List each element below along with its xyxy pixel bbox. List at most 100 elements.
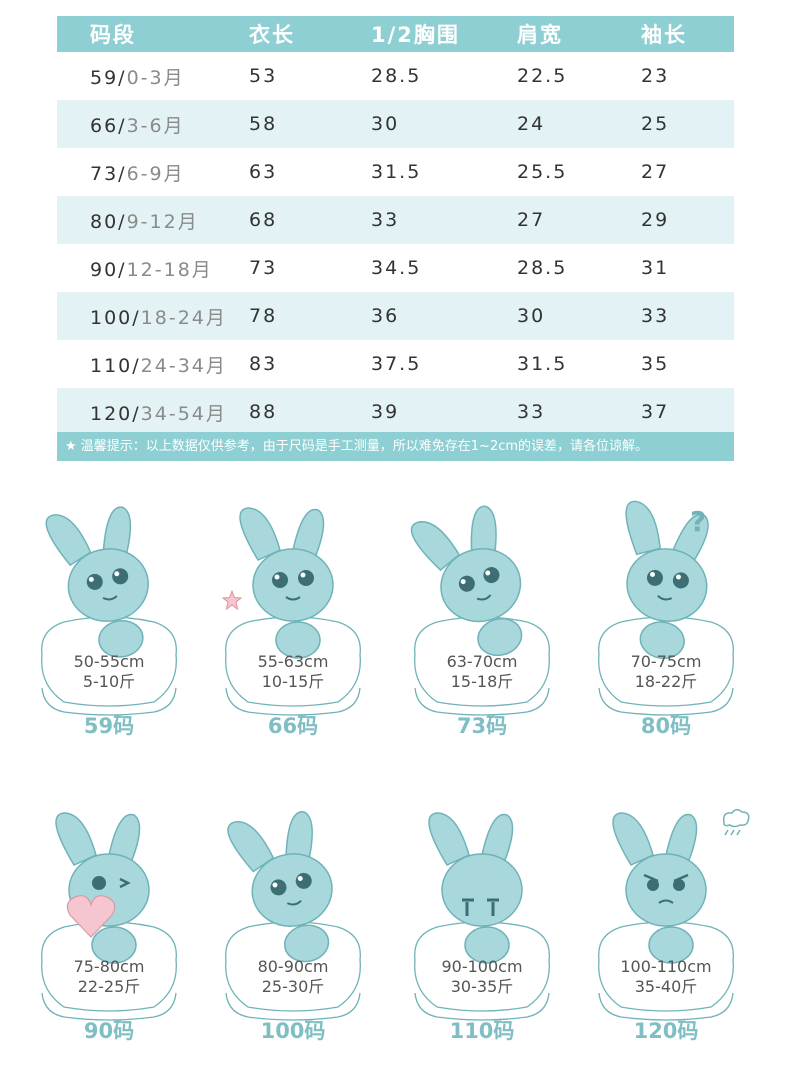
cell-length: 88 [239, 388, 369, 436]
cell-sleeve: 29 [639, 196, 734, 244]
cell-sleeve: 23 [641, 65, 670, 87]
height-range: 50-55cm [73, 652, 145, 671]
weight-range: 18-22斤 [634, 672, 698, 691]
bunny-mascot-icon [612, 812, 707, 964]
bunny-mascot-icon [410, 505, 523, 657]
age-range: 24-34月 [140, 354, 227, 377]
age-range: 18-24月 [140, 306, 227, 329]
cell-sleeve: 33 [639, 292, 734, 340]
age-range: 34-54月 [140, 402, 227, 425]
cell-chest: 36 [369, 292, 509, 340]
cell-length: 58 [239, 100, 369, 148]
cell-length: 63 [249, 161, 278, 183]
star-wand-icon [222, 590, 242, 610]
cell-shoulder: 28.5 [517, 257, 568, 279]
cell-chest: 31.5 [371, 161, 422, 183]
table-row: 110/24-34月 83 37.5 31.5 35 [57, 340, 734, 388]
cell-size: 73/6-9月 [57, 148, 239, 196]
weight-range: 15-18斤 [450, 672, 514, 691]
cell-chest: 34.5 [371, 257, 422, 279]
bunny-mascot-icon [625, 500, 709, 659]
weight-range: 30-35斤 [450, 977, 514, 996]
cell-shoulder: 25.5 [517, 161, 568, 183]
table-row: 73/6-9月 63 31.5 25.5 27 [57, 148, 734, 196]
table-header-row: 码段 衣长 1/2胸围 肩宽 袖长 [57, 16, 734, 52]
table-row: 80/9-12月 68 33 27 29 [57, 196, 734, 244]
size-card: 90-100cm 30-35斤 110码 [407, 805, 557, 1055]
weight-range: 22-25斤 [77, 977, 141, 996]
size-card: 50-55cm 5-10斤 59码 [34, 500, 184, 750]
height-range: 80-90cm [257, 957, 329, 976]
cell-length: 53 [249, 65, 278, 87]
cell-chest: 39 [369, 388, 509, 436]
size-code: 59码 [83, 714, 135, 738]
size-value: 66/ [90, 114, 127, 137]
cell-length: 83 [249, 353, 278, 375]
cell-length: 73 [249, 257, 278, 279]
size-card: 55-63cm 10-15斤 66码 [218, 500, 368, 750]
size-code: 120码 [633, 1019, 699, 1043]
bunny-mascot-icon [45, 506, 149, 658]
bunny-mascot-icon [227, 811, 333, 963]
size-card: 80-90cm 25-30斤 100码 [218, 805, 368, 1055]
cell-sleeve: 31 [641, 257, 670, 279]
cell-chest: 30 [369, 100, 509, 148]
heart-icon [66, 895, 116, 938]
angry-steam-icon [722, 809, 750, 836]
cushion-icon [225, 616, 361, 716]
cushion-icon [598, 616, 734, 716]
size-value: 90/ [90, 258, 127, 281]
size-value: 59/ [90, 66, 127, 89]
size-code: 100码 [260, 1019, 326, 1043]
cell-chest: 28.5 [371, 65, 422, 87]
cell-size: 90/12-18月 [57, 244, 239, 292]
table-row: 90/12-18月 73 34.5 28.5 31 [57, 244, 734, 292]
cell-shoulder: 33 [509, 388, 639, 436]
size-chart-table: 码段 衣长 1/2胸围 肩宽 袖长 59/0-3月 53 28.5 22.5 23 66/… [57, 16, 734, 436]
table-row: 120/34-54月 88 39 33 37 [57, 388, 734, 436]
cell-size: 59/0-3月 [57, 52, 239, 100]
cell-chest: 33 [369, 196, 509, 244]
header-length: 衣长 [239, 16, 369, 52]
cell-length: 78 [239, 292, 369, 340]
table-row: 100/18-24月 78 36 30 33 [57, 292, 734, 340]
size-value: 80/ [90, 210, 127, 233]
size-code: 80码 [640, 714, 692, 738]
cell-sleeve: 37 [639, 388, 734, 436]
cell-shoulder: 30 [509, 292, 639, 340]
size-code: 73码 [456, 714, 508, 738]
header-chest: 1/2胸围 [369, 16, 509, 52]
cell-shoulder: 24 [509, 100, 639, 148]
age-range: 6-9月 [126, 162, 185, 185]
cell-size: 120/34-54月 [57, 388, 239, 436]
cell-size: 80/9-12月 [57, 196, 239, 244]
size-card: 70-75cm 18-22斤 80码 [591, 500, 741, 750]
cell-length: 68 [239, 196, 369, 244]
height-range: 55-63cm [257, 652, 329, 671]
cushion-icon [598, 921, 734, 1021]
bunny-mascot-icon [428, 812, 523, 964]
age-range: 9-12月 [126, 210, 199, 233]
size-code: 66码 [267, 714, 319, 738]
measurement-note: ★ 温馨提示：以上数据仅供参考，由于尺码是手工测量，所以难免存在1~2cm的误差… [57, 432, 734, 461]
cell-size: 100/18-24月 [57, 292, 239, 340]
size-value: 120/ [90, 402, 141, 425]
cell-shoulder: 27 [509, 196, 639, 244]
age-range: 3-6月 [126, 114, 185, 137]
weight-range: 10-15斤 [261, 672, 325, 691]
height-range: 90-100cm [441, 957, 523, 976]
size-code: 90码 [83, 1019, 135, 1043]
size-card: 63-70cm 15-18斤 73码 [407, 500, 557, 750]
height-range: 63-70cm [446, 652, 518, 671]
cell-sleeve: 25 [639, 100, 734, 148]
size-card: 100-110cm 35-40斤 120码 [591, 805, 741, 1055]
table-row: 59/0-3月 53 28.5 22.5 23 [57, 52, 734, 100]
weight-range: 25-30斤 [261, 977, 325, 996]
header-shoulder: 肩宽 [509, 16, 639, 52]
cell-sleeve: 35 [641, 353, 670, 375]
cell-shoulder: 31.5 [517, 353, 568, 375]
table-row: 66/3-6月 58 30 24 25 [57, 100, 734, 148]
header-sleeve: 袖长 [639, 16, 734, 52]
age-range: 12-18月 [126, 258, 213, 281]
question-mark-icon: ? [690, 505, 707, 538]
